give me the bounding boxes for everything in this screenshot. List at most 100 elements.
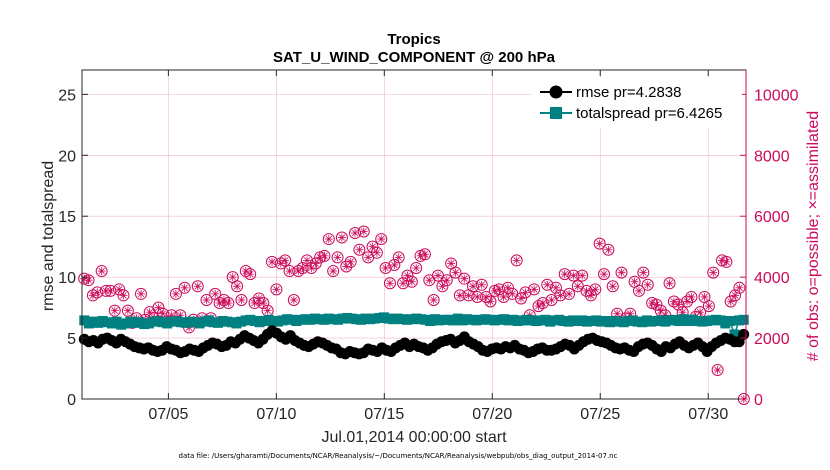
obs-point-stroke [675, 301, 682, 308]
obs-point [549, 281, 562, 294]
obs-point [134, 287, 147, 300]
obs-point [637, 266, 650, 279]
obs-point [729, 289, 742, 302]
obs-point [672, 298, 685, 311]
y2-tick-label: 10000 [754, 87, 799, 104]
obs-point-stroke [94, 289, 101, 296]
obs-point-circle [178, 281, 191, 294]
obs-point-circle [724, 295, 737, 308]
obs-point-stroke [373, 249, 381, 257]
obs-point-stroke [592, 286, 599, 293]
obs-point-stroke [587, 292, 595, 299]
totalspread-point [729, 329, 740, 340]
obs-point-stroke [548, 296, 555, 304]
obs-point-stroke [613, 310, 621, 317]
y-tick-label: 5 [67, 331, 76, 348]
obs-point-stroke [159, 310, 167, 317]
obs-point [191, 280, 204, 293]
obs-point [615, 266, 628, 279]
obs-point [309, 257, 322, 270]
obs-point-circle [554, 289, 567, 302]
obs-point-circle [458, 272, 471, 285]
obs-point [436, 280, 449, 293]
obs-point-stroke [539, 299, 547, 307]
obs-point-stroke [513, 257, 520, 264]
obs-point-stroke [478, 281, 485, 289]
obs-point-stroke [194, 283, 202, 290]
obs-point-circle [117, 289, 130, 302]
obs-point [305, 262, 318, 275]
legend: rmse pr=4.2838 totalspread pr=6.4265 [532, 78, 742, 128]
obs-point-stroke [530, 286, 538, 293]
obs-point-circle [239, 265, 252, 278]
obs-point [432, 269, 445, 282]
obs-point-circle [615, 266, 628, 279]
obs-point-stroke [469, 283, 477, 290]
obs-point [453, 289, 466, 302]
obs-point-circle [287, 293, 300, 306]
x-tick-label: 07/20 [472, 406, 512, 423]
obs-point-circle [169, 287, 182, 300]
obs-point-circle [200, 293, 213, 306]
obs-point [475, 278, 488, 291]
obs-point-circle [532, 300, 545, 313]
obs-point-circle [606, 280, 619, 293]
obs-point-circle [405, 275, 418, 288]
obs-point [169, 287, 182, 300]
obs-point-stroke [360, 228, 368, 235]
obs-point-circle [528, 283, 541, 296]
obs-point [458, 272, 471, 285]
obs-point [108, 304, 121, 317]
obs-point-stroke [561, 270, 568, 278]
obs-point-stroke [474, 293, 481, 301]
obs-point-circle [449, 266, 462, 279]
obs-point [178, 281, 191, 294]
obs-point-stroke [574, 283, 582, 290]
x-tick-label: 07/30 [688, 406, 728, 423]
obs-point-circle [549, 281, 562, 294]
obs-point [410, 262, 423, 275]
obs-point [340, 260, 353, 273]
obs-point-stroke [456, 292, 464, 299]
obs-point-circle [388, 258, 401, 271]
obs-point-circle [327, 265, 340, 278]
obs-point-circle [152, 301, 165, 314]
obs-point-stroke [495, 286, 503, 293]
y2-tick-label: 8000 [754, 148, 790, 165]
obs-point [231, 280, 244, 293]
y2-tick-label: 2000 [754, 331, 790, 348]
obs-point-stroke [666, 279, 673, 287]
obs-point-stroke [85, 276, 92, 284]
obs-point-circle [349, 226, 362, 239]
obs-point-stroke [517, 295, 525, 302]
obs-point-circle [375, 233, 388, 246]
obs-point [117, 289, 130, 302]
obs-point [650, 298, 663, 311]
obs-point [593, 237, 606, 250]
obs-point-circle [410, 262, 423, 275]
obs-point-stroke [181, 284, 188, 292]
obs-point-stroke [312, 260, 319, 267]
obs-point-circle [685, 290, 698, 303]
obs-point-stroke [137, 290, 145, 298]
rmse-series [78, 325, 750, 360]
obs-point-stroke [325, 235, 333, 243]
obs-point [95, 265, 108, 278]
obs-point-stroke [356, 246, 363, 254]
obs-point-circle [379, 262, 392, 275]
obs-point-stroke [452, 269, 459, 276]
obs-point [121, 304, 134, 317]
footer-data-file: data file: /Users/gharamti/Documents/NCA… [179, 452, 618, 460]
obs-point-circle [344, 255, 357, 268]
obs-point-circle [558, 268, 571, 281]
obs-point [366, 240, 379, 253]
obs-point-stroke [644, 281, 651, 289]
obs-point-circle [580, 284, 593, 297]
y2-tick-label: 4000 [754, 270, 790, 287]
obs-point-circle [91, 286, 104, 299]
totalspread-point [738, 314, 749, 325]
obs-point [724, 295, 737, 308]
y-tick-label: 15 [58, 209, 76, 226]
obs-point-circle [663, 277, 676, 290]
obs-point [279, 254, 292, 267]
